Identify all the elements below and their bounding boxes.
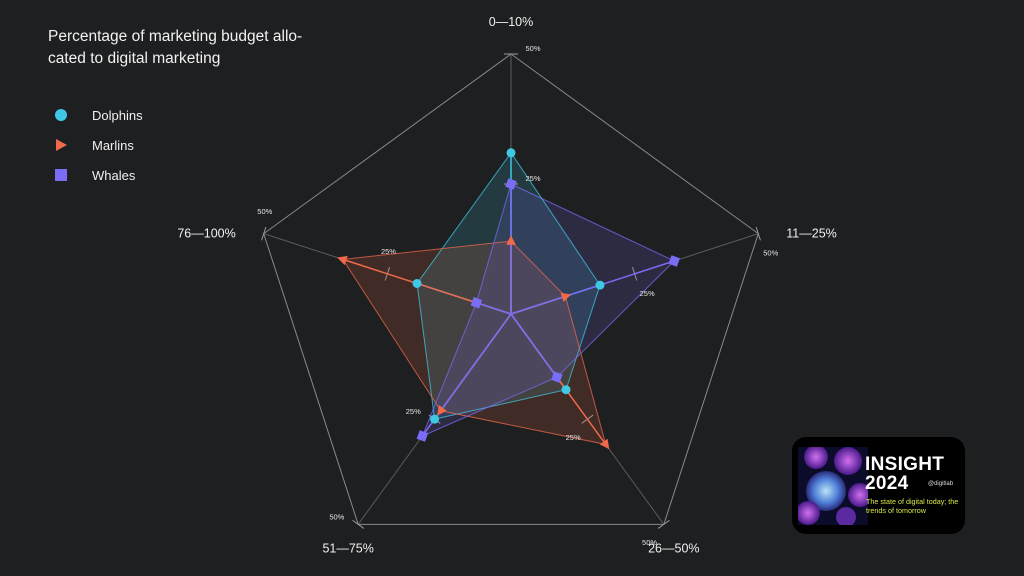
insight-2024-badge[interactable]: INSIGHT 2024 @digitlab The state of digi… [792, 437, 965, 534]
axis-tick [657, 519, 670, 529]
tick-label: 25% [525, 174, 540, 183]
tick-label: 25% [640, 289, 655, 298]
chart-title: Percentage of marketing budget allo- cat… [48, 28, 303, 67]
tick-label: 50% [763, 249, 778, 258]
legend-label: Dolphins [92, 107, 143, 123]
data-point-marlins [437, 405, 447, 416]
series-spoke-whales [476, 302, 512, 315]
axis-tick [352, 519, 365, 529]
legend-item-dolphins: Dolphins [52, 100, 143, 130]
data-point-whales [668, 255, 680, 267]
series-outline-dolphins [416, 151, 601, 420]
tick-label: 50% [257, 207, 272, 216]
axis-label: 76—100% [177, 227, 235, 241]
legend-item-whales: Whales [52, 160, 143, 190]
axis-tick [755, 226, 761, 241]
badge-title: INSIGHT 2024 [865, 454, 945, 494]
data-point-marlins [337, 255, 348, 266]
coral-art-icon [798, 447, 868, 525]
data-point-dolphins [595, 280, 605, 290]
series-outline-whales [421, 183, 676, 437]
square-marker-icon [52, 166, 70, 184]
tick-label: 25% [406, 407, 421, 416]
tick-label: 50% [329, 512, 344, 521]
radar-frame [263, 53, 759, 525]
series-spoke-whales [510, 260, 675, 315]
axis-label: 11—25% [786, 227, 837, 241]
series-area-marlins [342, 241, 606, 445]
axis-label: 0—10% [489, 15, 533, 29]
data-point-marlins [599, 438, 610, 450]
tick-label: 25% [381, 247, 396, 256]
data-point-marlins [560, 292, 572, 303]
series-outline-marlins [341, 240, 607, 446]
series-area-whales [422, 184, 675, 436]
axis-label: 51—75% [322, 541, 373, 555]
tick-label: 25% [566, 433, 581, 442]
data-point-whales [470, 296, 483, 309]
badge-subtitle: The state of digital today; the trends o… [866, 497, 959, 515]
data-point-whales [551, 371, 563, 383]
data-point-whales [416, 430, 429, 442]
data-point-dolphins [412, 278, 422, 288]
triangle-marker-icon [52, 136, 70, 154]
badge-handle: @digitlab [928, 481, 954, 487]
circle-marker-icon [52, 106, 70, 124]
data-point-dolphins [506, 148, 516, 158]
series-area-dolphins [417, 152, 601, 420]
data-point-whales [505, 178, 517, 190]
data-point-marlins [506, 235, 516, 245]
tick-label: 50% [642, 538, 657, 547]
axis-label: 26—50% [648, 541, 699, 555]
data-point-dolphins [561, 385, 571, 395]
legend-item-marlins: Marlins [52, 130, 143, 160]
legend-label: Marlins [92, 137, 134, 153]
data-point-dolphins [430, 414, 440, 424]
series-spoke-whales [510, 313, 558, 378]
tick-label: 50% [525, 44, 540, 53]
axis-tick [261, 226, 267, 241]
legend-label: Whales [92, 167, 136, 183]
legend: Dolphins Marlins Whales [52, 100, 143, 190]
